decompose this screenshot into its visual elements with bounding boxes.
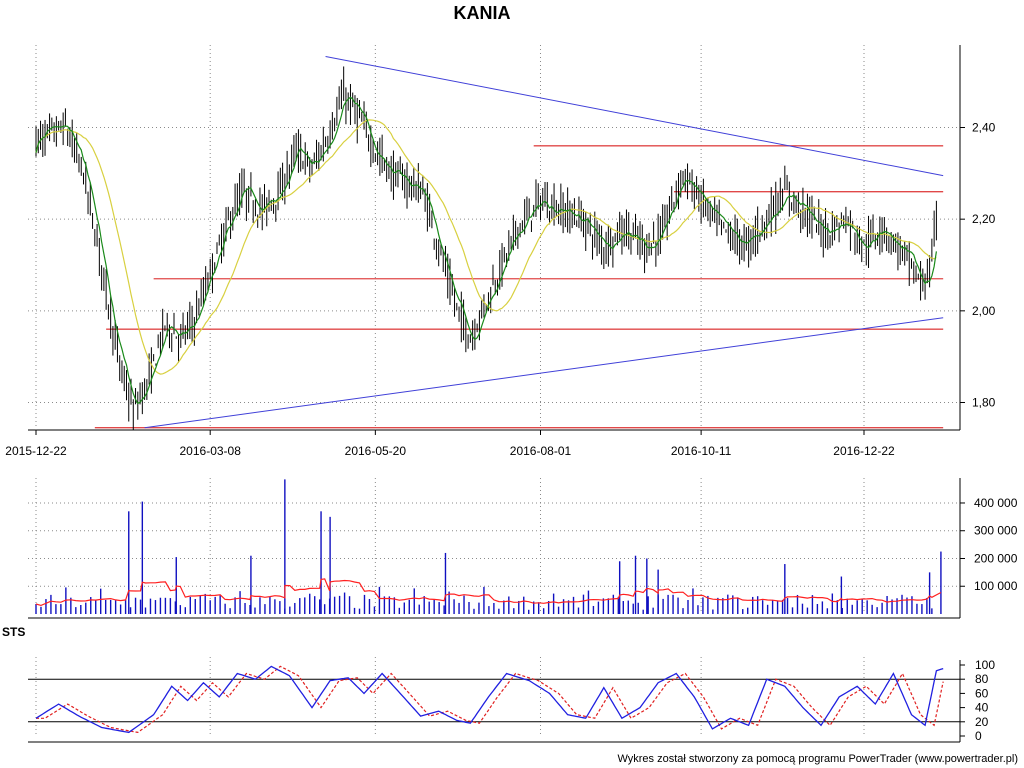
price-grid xyxy=(28,45,960,430)
volume-y-tick-label: 100 000 xyxy=(974,579,1018,593)
volume-grid xyxy=(28,478,960,614)
volume-y-tick-label: 300 000 xyxy=(974,524,1018,538)
footer-credit: Wykres został stworzony za pomocą progra… xyxy=(617,753,1018,765)
trendline xyxy=(144,317,944,429)
volume-average-line xyxy=(35,578,942,607)
sts-reference-lines xyxy=(28,678,960,723)
sts-y-tick-label: 100 xyxy=(975,658,995,672)
support-resistance-lines xyxy=(94,145,944,429)
price-x-tick-label: 2016-05-20 xyxy=(345,444,407,458)
volume-panel: 100 000 200 000 300 000 400 000 xyxy=(28,478,1018,619)
price-y-tick-label: 2,40 xyxy=(972,121,996,135)
sts-signal-line xyxy=(36,665,944,734)
price-x-ticks: 2015-12-22 2016-03-08 2016-05-20 2016-08-01… xyxy=(5,430,895,458)
price-panel: 1,802,002,202,40 2015-12-22 2016-03-08 201… xyxy=(5,45,996,458)
volume-y-ticks: 100 000 200 000 300 000 400 000 xyxy=(960,496,1018,593)
candlesticks xyxy=(35,66,937,431)
sts-grid xyxy=(35,657,865,736)
price-x-tick-label: 2016-08-01 xyxy=(510,444,572,458)
sts-y-tick-label: 40 xyxy=(975,701,989,715)
price-x-tick-label: 2015-12-22 xyxy=(5,444,67,458)
volume-bars xyxy=(35,479,942,614)
sts-y-tick-label: 60 xyxy=(975,686,989,700)
ma-long-line xyxy=(35,119,937,375)
sts-y-tick-label: 0 xyxy=(975,729,982,743)
trendlines xyxy=(144,55,944,429)
price-x-tick-label: 2016-10-11 xyxy=(671,444,732,458)
volume-y-tick-label: 200 000 xyxy=(974,551,1018,565)
price-x-tick-label: 2016-12-22 xyxy=(833,444,895,458)
price-y-ticks: 1,80 2,00 2,20 2,40 xyxy=(960,121,996,410)
trendline xyxy=(325,55,944,177)
sts-main-line xyxy=(35,665,944,734)
price-y-tick-label: 1,80 xyxy=(972,396,996,410)
price-x-tick-label: 2016-03-08 xyxy=(180,444,242,458)
price-y-tick-label: 2,20 xyxy=(972,212,996,226)
chart-title: KANIA xyxy=(454,3,511,23)
ma-short-line xyxy=(35,96,937,405)
sts-y-tick-label: 20 xyxy=(975,715,989,729)
volume-y-tick-label: 400 000 xyxy=(974,496,1018,510)
price-y-tick-label: 2,00 xyxy=(972,304,996,318)
sts-label: STS xyxy=(2,625,25,639)
sts-y-tick-label: 80 xyxy=(975,672,989,686)
